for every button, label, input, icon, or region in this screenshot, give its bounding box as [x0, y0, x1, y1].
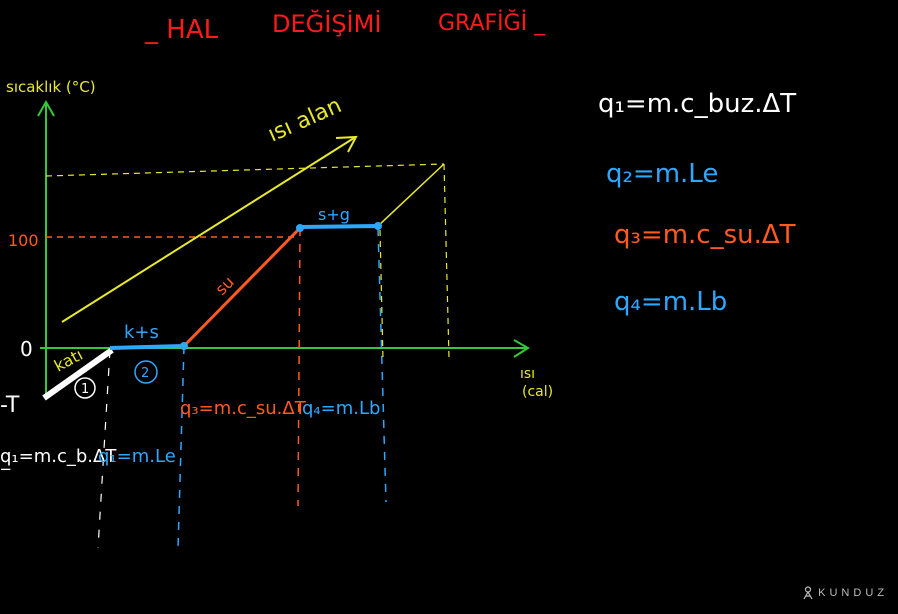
bottom-formula-1: q̲₁=m.c_b.ΔT — [0, 446, 117, 471]
bottom-formula-3: q₃=m.c_su.ΔT — [180, 398, 307, 419]
label-sg: s+g — [318, 205, 350, 224]
y-axis-label: sıcaklık (°C) — [6, 78, 96, 96]
right-formula-q2: q₂=m.Le — [606, 159, 718, 189]
heat-arrow-label: ısı alan — [264, 93, 345, 147]
y-axis-arrowhead — [37, 99, 55, 117]
y-tick-0: 0 — [20, 337, 33, 361]
right-formula-q4: q₄=m.Lb — [614, 287, 727, 317]
x-axis-arrowhead — [513, 339, 530, 358]
watermark-text: KUNDUZ — [818, 587, 888, 599]
guide-vert-top — [443, 163, 450, 359]
guide-vert-3 — [297, 227, 301, 507]
right-formula-q1: q₁=m.c_buz.ΔT — [598, 89, 796, 119]
watermark: KUNDUZ — [802, 586, 888, 600]
point-boil-end — [374, 222, 382, 230]
right-formula-q3: q₃=m.c_su.ΔT — [614, 220, 796, 250]
point-melt-end — [180, 342, 188, 350]
guide-vert-1 — [97, 349, 111, 549]
segment-solid — [42, 347, 114, 401]
y-tick-100: 100 — [8, 231, 39, 250]
circle-1 — [74, 377, 96, 399]
bottom-formula-4: q₄=m.Lb — [302, 398, 380, 419]
label-ks: k+s — [124, 322, 159, 343]
guide-boiling-top — [45, 163, 445, 177]
bottom-formula-2: q₁=m.Le — [98, 446, 176, 467]
title-degisimi: DEĞİŞİMİ — [272, 8, 381, 38]
segment-melting — [109, 344, 185, 350]
x-axis-label-isi: ısı — [520, 366, 535, 382]
circle-1-label: 1 — [81, 382, 89, 397]
segment-vapor — [377, 163, 445, 227]
guide-vert-2 — [177, 345, 185, 549]
guide-vert-4 — [377, 227, 387, 503]
title-grafigi: GRAFİĞİ _ — [438, 10, 546, 36]
segment-boiling — [299, 224, 379, 229]
segment-water — [182, 226, 302, 348]
heat-arrow — [61, 137, 355, 323]
circle-2-label: 2 — [141, 366, 149, 381]
kunduz-logo-icon — [803, 586, 813, 600]
title-hal: _ HAL — [144, 15, 219, 45]
x-axis-label-cal: (cal) — [522, 384, 553, 400]
y-tick-neg-t: -T — [0, 393, 20, 418]
circle-2 — [134, 360, 158, 384]
point-boil-start — [296, 224, 304, 232]
heat-arrow-head — [335, 135, 358, 153]
